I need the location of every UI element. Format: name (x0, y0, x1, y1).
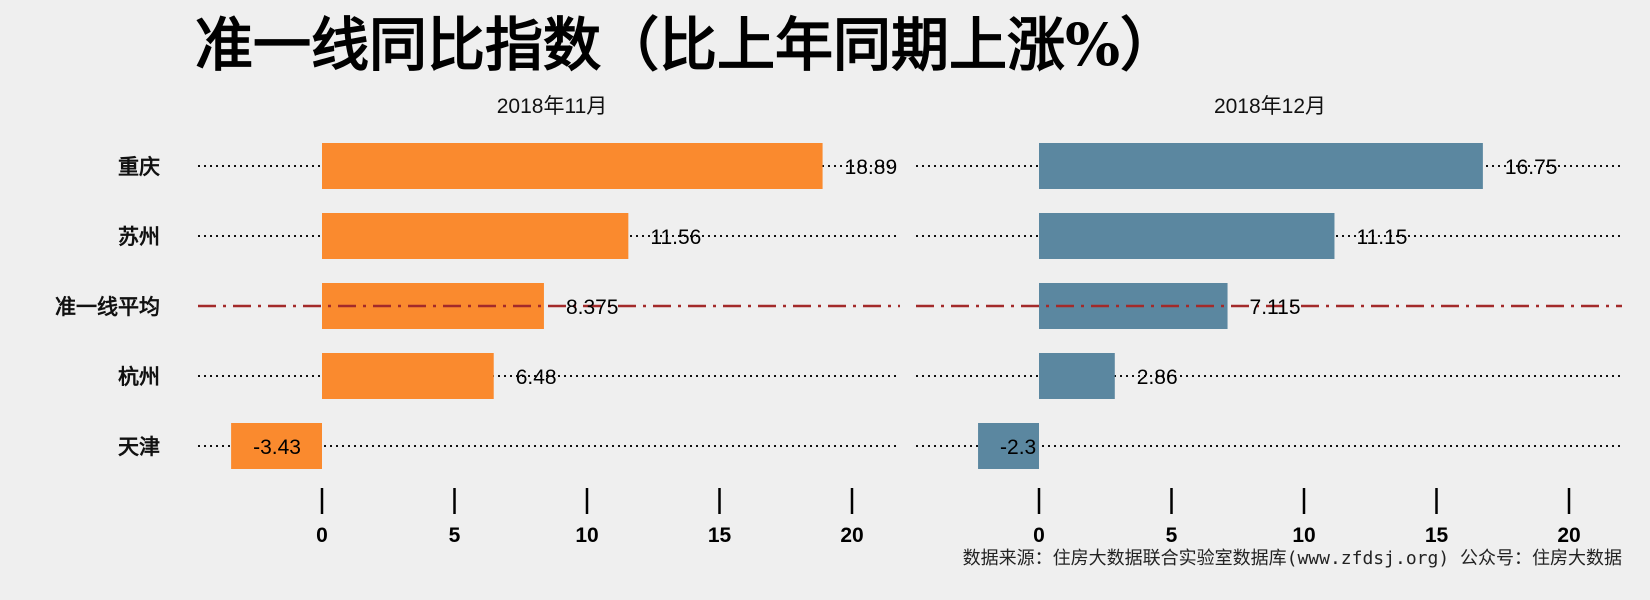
value-label: 16.75 (1505, 156, 1558, 179)
labels-layer: 2018年11月 18.89 11.56 8.375 6.48 -3.43 0 5 10 15 20… (55, 95, 1581, 547)
value-label: 18.89 (845, 156, 898, 179)
source-note: 数据来源：住房大数据联合实验室数据库(www.zfdsj.org) 公众号：住房… (963, 548, 1622, 569)
value-label: 11.15 (1356, 226, 1407, 249)
tick-label: 10 (575, 524, 598, 547)
tick-label: 15 (1425, 524, 1449, 547)
bar (322, 143, 823, 189)
bar (322, 213, 629, 259)
category-label: 天津 (118, 434, 160, 459)
value-label: 7.115 (1250, 296, 1301, 319)
bar (322, 353, 494, 399)
bar (322, 283, 544, 329)
grid-layer (198, 165, 1622, 447)
category-label: 准一线平均 (55, 294, 160, 319)
value-label: 6.48 (516, 366, 557, 389)
tick-label: 5 (449, 524, 461, 547)
chart-title: 准一线同比指数（比上年同期上涨%） (195, 11, 1178, 79)
value-label: 8.375 (566, 296, 619, 319)
value-label: -2.3 (1000, 436, 1036, 459)
tick-label: 15 (708, 524, 732, 547)
tick-label: 5 (1166, 524, 1178, 547)
panel-title: 2018年11月 (497, 95, 608, 118)
panel-title: 2018年12月 (1214, 95, 1326, 118)
category-label: 苏州 (118, 224, 160, 249)
category-label: 杭州 (118, 364, 160, 389)
tick-label: 0 (1033, 524, 1045, 547)
value-label: 11.56 (650, 226, 701, 249)
bar (231, 423, 322, 469)
tick-label: 0 (316, 524, 328, 547)
tick-label: 20 (840, 524, 863, 547)
value-label: 2.86 (1137, 366, 1178, 389)
tick-label: 10 (1292, 524, 1315, 547)
value-label: -3.43 (253, 436, 301, 459)
category-label: 重庆 (118, 154, 160, 179)
bar (1039, 353, 1115, 399)
bar (1039, 143, 1483, 189)
bar (1039, 213, 1335, 259)
bar (978, 423, 1039, 469)
tick-label: 20 (1557, 524, 1580, 547)
